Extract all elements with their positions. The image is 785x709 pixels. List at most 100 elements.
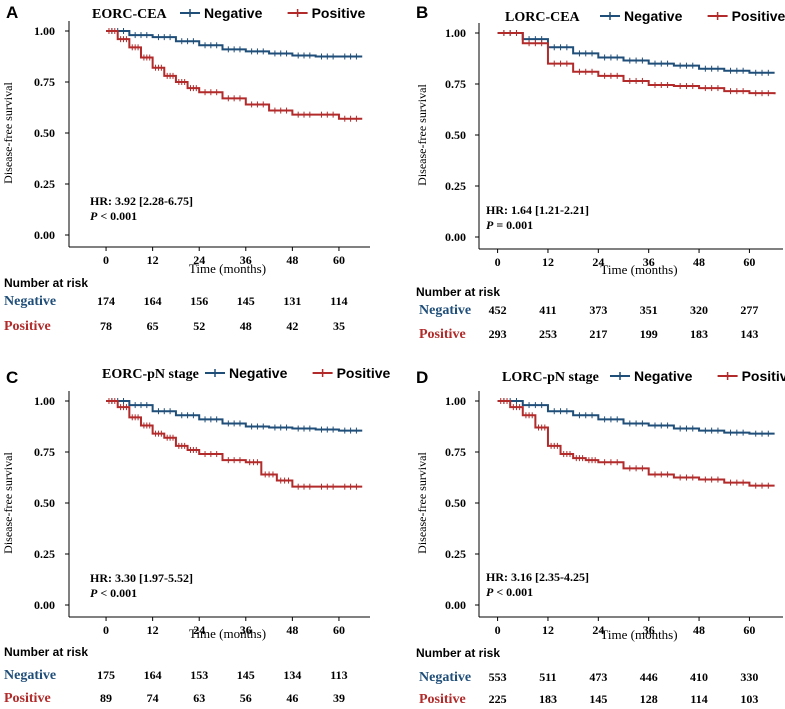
risk-count: 183 (539, 692, 557, 706)
risk-count: 410 (690, 670, 708, 684)
chart-panel-d: D LORC-pN stage Negative Positive 0.00 0.25 0.… (415, 368, 785, 707)
y-tick-label: 1.00 (445, 26, 466, 40)
risk-count: 473 (589, 670, 607, 684)
p-symbol: P (486, 218, 494, 232)
hr-annotation: HR: 3.16 [2.35-4.25] (486, 570, 589, 584)
risk-row-label-negative: Negative (4, 294, 56, 309)
legend-label-negative: Negative (634, 368, 693, 384)
y-tick-label: 0.50 (445, 496, 466, 510)
x-tick-label: 0 (495, 255, 501, 269)
km-curve-positive (106, 30, 363, 120)
y-tick-label: 1.00 (34, 24, 55, 38)
chart-title: EORC-pN stage (102, 367, 199, 382)
legend-label-positive: Positive (732, 8, 785, 24)
x-tick-label: 36 (643, 623, 655, 637)
risk-count: 145 (237, 668, 255, 682)
p-symbol: P (90, 586, 98, 600)
risk-count: 145 (237, 294, 255, 308)
risk-count: 56 (240, 691, 252, 705)
x-tick-label: 24 (592, 255, 604, 269)
x-tick-label: 36 (240, 623, 252, 637)
km-curve-negative (497, 400, 775, 435)
risk-count: 164 (144, 294, 162, 308)
risk-count: 48 (240, 319, 252, 333)
panel-letter: D (416, 368, 428, 387)
y-tick-label: 0.25 (445, 179, 466, 193)
y-tick-label: 0.00 (445, 230, 466, 244)
risk-count: 183 (690, 327, 708, 341)
p-value-annotation: P < 0.001 (90, 209, 137, 223)
risk-row-label-positive: Positive (419, 327, 466, 342)
x-tick-label: 0 (103, 253, 109, 267)
y-axis-title: Disease-free survival (1, 82, 15, 184)
y-axis-title: Disease-free survival (1, 452, 15, 554)
y-tick-label: 0.50 (34, 496, 55, 510)
x-tick-label: 60 (743, 255, 755, 269)
legend-label-positive: Positive (312, 5, 366, 21)
risk-row-label-positive: Positive (4, 691, 51, 706)
risk-count: 35 (333, 319, 345, 333)
chart-panel-a: A EORC-CEA Negative Positive 0.00 0.25 0.50 0.7… (1, 3, 370, 334)
chart-title: LORC-CEA (505, 10, 581, 25)
risk-count: 131 (283, 294, 301, 308)
risk-count: 103 (740, 692, 758, 706)
x-tick-label: 0 (495, 623, 501, 637)
x-tick-label: 12 (147, 253, 159, 267)
y-tick-label: 0.00 (34, 228, 55, 242)
x-tick-label: 60 (333, 253, 345, 267)
x-axis-title: Time (months) (189, 626, 266, 641)
risk-count: 74 (147, 691, 159, 705)
chart-panel-c: C EORC-pN stage Negative Positive 0.00 0.25 0.… (1, 365, 391, 706)
risk-count: 164 (144, 668, 162, 682)
legend-label-negative: Negative (624, 8, 683, 24)
risk-count: 128 (640, 692, 658, 706)
risk-count: 78 (100, 319, 112, 333)
km-curve-negative (106, 30, 363, 58)
km-curve-positive (106, 400, 363, 488)
y-tick-label: 0.25 (34, 547, 55, 561)
km-curve-positive (497, 400, 775, 487)
x-tick-label: 24 (193, 623, 205, 637)
x-tick-label: 12 (147, 623, 159, 637)
risk-count: 553 (489, 670, 507, 684)
hr-annotation: HR: 3.30 [1.97-5.52] (90, 571, 193, 585)
x-tick-label: 60 (743, 623, 755, 637)
y-tick-label: 0.75 (445, 445, 466, 459)
risk-count: 225 (489, 692, 507, 706)
risk-table-title: Number at risk (4, 645, 88, 659)
chart-title: EORC-CEA (92, 7, 168, 22)
y-tick-label: 1.00 (34, 394, 55, 408)
chart-panel-b: B LORC-CEA Negative Positive 0.00 0.25 0.50 0.7… (415, 3, 785, 342)
p-symbol: P (486, 585, 494, 599)
risk-count: 351 (640, 303, 658, 317)
risk-count: 145 (589, 692, 607, 706)
x-tick-label: 0 (103, 623, 109, 637)
p-symbol: P (90, 209, 98, 223)
risk-table-title: Number at risk (416, 646, 500, 660)
risk-row-label-negative: Negative (419, 670, 471, 685)
legend-label-positive: Positive (742, 368, 785, 384)
y-tick-label: 0.75 (34, 445, 55, 459)
risk-count: 277 (740, 303, 758, 317)
y-tick-label: 0.75 (445, 77, 466, 91)
panel-letter: C (6, 368, 18, 387)
risk-count: 114 (690, 692, 707, 706)
risk-count: 46 (286, 691, 298, 705)
panel-letter: A (6, 3, 18, 22)
y-tick-label: 0.50 (445, 128, 466, 142)
x-tick-label: 12 (542, 623, 554, 637)
x-axis-title: Time (months) (189, 261, 266, 276)
risk-row-label-positive: Positive (4, 319, 51, 334)
x-axis-title: Time (months) (600, 627, 677, 642)
risk-count: 134 (283, 668, 301, 682)
risk-count: 411 (539, 303, 556, 317)
legend-label-negative: Negative (204, 5, 263, 21)
y-axis-title: Disease-free survival (415, 84, 429, 186)
legend-label-negative: Negative (229, 365, 288, 381)
p-value: = 0.001 (493, 218, 533, 232)
hr-annotation: HR: 3.92 [2.28-6.75] (90, 194, 193, 208)
risk-count: 52 (193, 319, 205, 333)
risk-count: 253 (539, 327, 557, 341)
risk-row-label-positive: Positive (419, 692, 466, 707)
x-tick-label: 60 (333, 623, 345, 637)
